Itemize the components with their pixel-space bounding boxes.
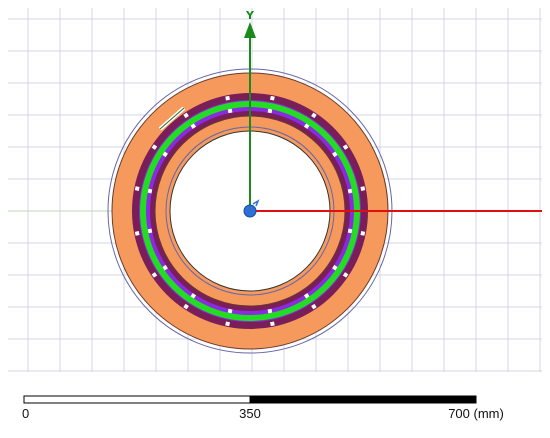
roller-separator [134,186,140,191]
roller-separator [270,95,275,101]
roller-separator [183,303,189,310]
roller-separator [225,95,230,101]
roller-separator [147,228,153,234]
scale-bar-black-segment [249,395,477,404]
roller-separator [347,228,353,234]
roller-separator [311,112,317,119]
y-axis-label: Y [245,9,255,22]
roller-separator [162,151,168,158]
roller-separator [332,264,338,271]
coordinate-system[interactable]: Y [243,9,542,218]
roller-separator [134,231,140,236]
roller-separator [151,272,158,278]
roller-separator [303,293,310,299]
roller-separator [360,231,366,236]
roller-separator [147,188,153,194]
roller-separator [303,123,310,129]
origin-marker[interactable] [243,204,257,218]
roller-separator [360,186,366,191]
roller-separator [190,293,197,299]
y-axis-arrowhead [244,22,256,38]
scale-label-350: 350 [239,406,261,421]
roller-separator [183,112,189,119]
roller-separator [270,321,275,327]
roller-separator [311,303,317,310]
bearing-model[interactable] [107,68,393,354]
roller-separator [227,308,233,314]
roller-separator [342,272,349,278]
roller-separator [332,151,338,158]
roller-separator [190,123,197,129]
z-axis-indicator-icon [252,199,260,207]
rolling-elements [134,95,366,327]
scale-label-0: 0 [22,406,29,421]
roller-separator [227,108,233,114]
scale-bar: 0 350 700 (mm) [22,395,504,421]
roller-separator [342,144,349,150]
roller-separator [162,264,168,271]
roller-separator [267,108,273,114]
scale-label-700: 700 (mm) [448,406,504,421]
roller-separator [225,321,230,327]
roller-separator [347,188,353,194]
selection-marker[interactable] [158,106,186,131]
roller-separator [267,308,273,314]
scale-bar-white-segment [23,395,251,404]
roller-separator [151,144,158,150]
